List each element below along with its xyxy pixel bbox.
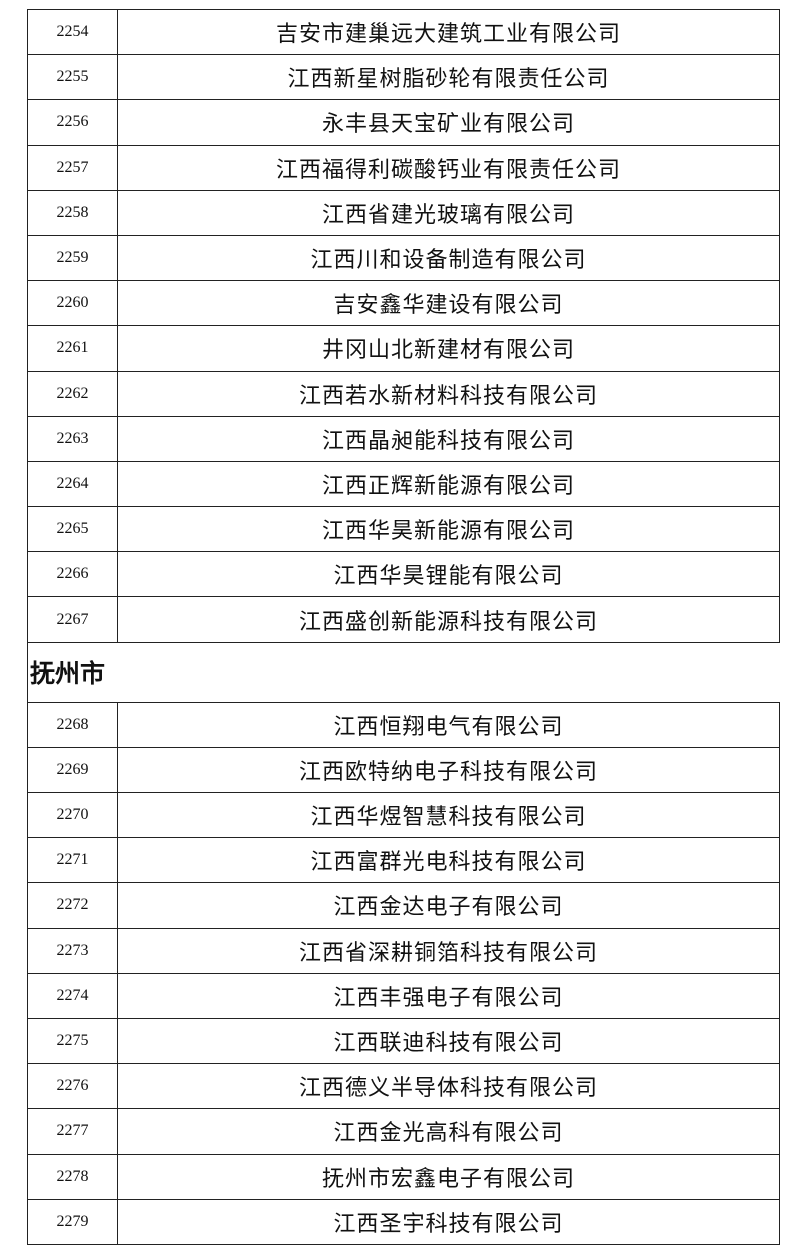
company-name: 江西正辉新能源有限公司 [321,472,575,498]
row-number: 2264 [28,461,118,507]
company-name: 江西福得利碳酸钙业有限责任公司 [275,156,621,182]
table-row: 2262 江西若水新材料科技有限公司 [27,371,780,417]
company-name: 江西欧特纳电子科技有限公司 [298,758,598,784]
table-row: 2255 江西新星树脂砂轮有限责任公司 [27,55,780,101]
table-row: 2278 抚州市宏鑫电子有限公司 [27,1154,780,1200]
company-name: 江西金达电子有限公司 [333,894,564,920]
company-name: 江西华昊锂能有限公司 [333,563,564,589]
row-number: 2259 [28,235,118,281]
table-row: 2279 江西圣宇科技有限公司 [27,1199,780,1245]
row-number: 2273 [28,928,118,973]
company-name: 江西华煜智慧科技有限公司 [310,804,587,830]
company-name: 永丰县天宝矿业有限公司 [321,111,575,137]
table-row: 2271 江西富群光电科技有限公司 [27,838,780,884]
row-number: 2277 [28,1109,118,1154]
company-name: 江西富群光电科技有限公司 [310,849,587,875]
company-name: 江西华昊新能源有限公司 [321,518,575,544]
company-name: 抚州市宏鑫电子有限公司 [321,1165,575,1191]
company-name: 吉安市建巢远大建筑工业有限公司 [275,21,621,47]
row-number: 2278 [28,1154,118,1199]
table-row: 2267 江西盛创新能源科技有限公司 [27,597,780,643]
company-name: 江西联迪科技有限公司 [333,1030,564,1056]
company-name: 江西省建光玻璃有限公司 [321,201,575,227]
company-name: 井冈山北新建材有限公司 [321,337,575,363]
table-row: 2272 江西金达电子有限公司 [27,883,780,929]
table-row: 2264 江西正辉新能源有限公司 [27,461,780,508]
row-number: 2271 [28,838,118,883]
row-number: 2262 [28,371,118,416]
row-number: 2272 [28,883,118,928]
table-row: 2268 江西恒翔电气有限公司 [27,702,780,748]
company-name: 江西川和设备制造有限公司 [310,247,587,273]
table-row: 2260 吉安鑫华建设有限公司 [27,281,780,327]
row-number: 2270 [28,793,118,838]
row-number: 2276 [28,1064,118,1109]
table-row: 2273 江西省深耕铜箔科技有限公司 [27,928,780,974]
row-number: 2266 [28,552,118,597]
row-number: 2269 [28,747,118,792]
table-row: 2257 江西福得利碳酸钙业有限责任公司 [27,145,780,191]
row-number: 2263 [28,416,118,461]
company-name: 江西丰强电子有限公司 [333,984,564,1010]
row-number: 2261 [28,326,118,371]
table-row: 2263 江西晶昶能科技有限公司 [27,416,780,462]
table-row: 2261 井冈山北新建材有限公司 [27,326,780,372]
row-number: 2265 [28,507,118,552]
table-row: 2256 永丰县天宝矿业有限公司 [27,100,780,146]
company-name: 吉安鑫华建设有限公司 [333,292,564,318]
company-name: 江西晶昶能科技有限公司 [321,427,575,453]
row-number: 2268 [28,702,118,747]
row-number: 2255 [28,55,118,100]
company-name: 江西盛创新能源科技有限公司 [298,608,598,634]
company-name: 江西省深耕铜箔科技有限公司 [298,939,598,965]
table-row: 2270 江西华煜智慧科技有限公司 [27,793,780,839]
table-row: 2265 江西华昊新能源有限公司 [27,507,780,553]
company-name: 江西新星树脂砂轮有限责任公司 [287,66,610,92]
table-row: 2258 江西省建光玻璃有限公司 [27,190,780,236]
company-name: 江西恒翔电气有限公司 [333,713,564,739]
row-number: 2279 [28,1199,118,1244]
row-number: 2254 [28,10,118,55]
table-row: 2274 江西丰强电子有限公司 [27,973,780,1019]
table-row: 2277 江西金光高科有限公司 [27,1109,780,1155]
row-number: 2258 [28,190,118,235]
table-row: 2266 江西华昊锂能有限公司 [27,552,780,598]
company-name: 江西德义半导体科技有限公司 [298,1075,598,1101]
table-row: 2275 江西联迪科技有限公司 [27,1018,780,1065]
row-number: 2257 [28,145,118,190]
company-name: 江西若水新材料科技有限公司 [298,382,598,408]
row-number: 2275 [28,1018,118,1064]
table-row: 2276 江西德义半导体科技有限公司 [27,1064,780,1110]
table-row: 2259 江西川和设备制造有限公司 [27,235,780,282]
row-number: 2256 [28,100,118,145]
company-name: 江西金光高科有限公司 [333,1120,564,1146]
company-name: 江西圣宇科技有限公司 [333,1210,564,1236]
section-title: 抚州市 [27,642,780,703]
table-row: 2269 江西欧特纳电子科技有限公司 [27,747,780,793]
row-number: 2260 [28,281,118,326]
row-number: 2274 [28,973,118,1018]
table-row: 2254 吉安市建巢远大建筑工业有限公司 [27,10,780,56]
row-number: 2267 [28,597,118,642]
company-table: 2254 吉安市建巢远大建筑工业有限公司 2255 江西新星树脂砂轮有限责任公司 225… [27,9,780,1245]
